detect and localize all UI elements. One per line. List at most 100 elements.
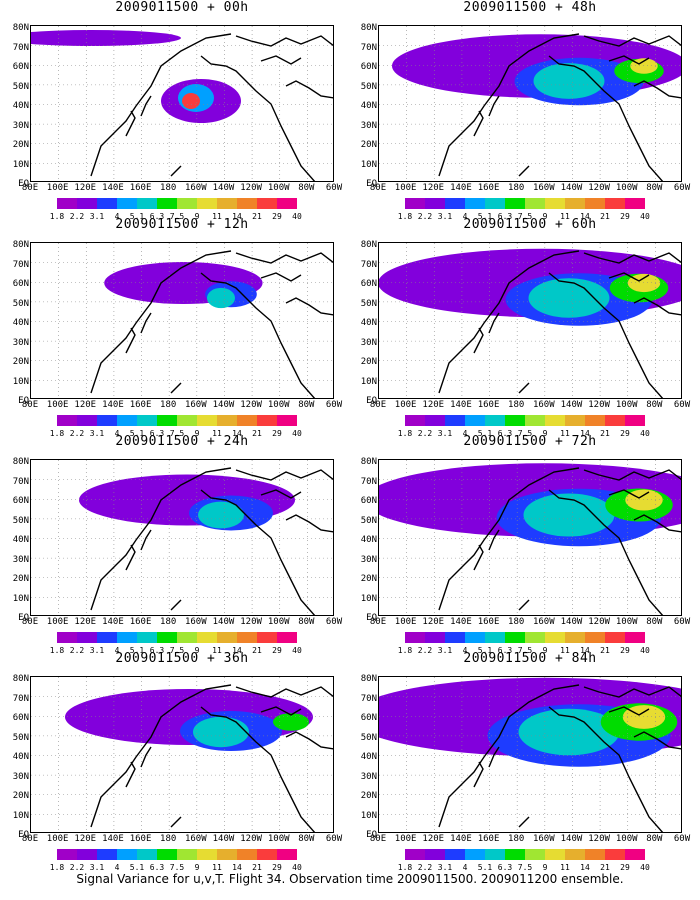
- panel-title: 2009011500 + 36h: [115, 651, 249, 666]
- colorbar-label: 40: [292, 863, 302, 872]
- colorbar-label: 6.3: [149, 212, 165, 221]
- colorbar-swatch: [157, 849, 177, 860]
- colorbar: [57, 632, 297, 643]
- colorbar-label: 40: [640, 429, 650, 438]
- coastline: [488, 529, 500, 551]
- colorbar-swatch: [117, 632, 137, 643]
- lat-label: 40N: [12, 318, 29, 328]
- colorbar-label: 3.1: [437, 429, 453, 438]
- lon-label: 140W: [560, 400, 583, 410]
- lat-label: 50N: [12, 298, 29, 309]
- coastline: [633, 80, 681, 99]
- colorbar-swatch: [545, 415, 565, 426]
- variance-contour: [627, 273, 661, 293]
- lon-label: 120E: [422, 834, 445, 844]
- colorbar-swatch: [137, 415, 157, 426]
- variance-contour: [31, 30, 181, 46]
- lon-label: 140W: [212, 617, 235, 627]
- lon-label: 100E: [394, 617, 417, 627]
- colorbar-swatch: [77, 849, 97, 860]
- colorbar-swatch: [545, 198, 565, 209]
- colorbar-swatch: [177, 849, 197, 860]
- colorbar-label: 9: [194, 863, 200, 872]
- lon-label: 140E: [102, 183, 124, 193]
- colorbar-label: 7.5: [169, 646, 185, 655]
- coastline: [518, 165, 530, 177]
- colorbar-swatch: [425, 415, 445, 426]
- variance-contour: [528, 278, 610, 318]
- colorbar-label: 3.1: [89, 212, 105, 221]
- coastline: [488, 312, 500, 334]
- lat-label: 20N: [12, 791, 29, 801]
- colorbar-label: 11: [560, 212, 570, 221]
- colorbar-swatch: [237, 632, 257, 643]
- colorbar-label: 4: [114, 646, 120, 655]
- colorbar-swatch: [505, 849, 525, 860]
- lon-label: 180: [508, 617, 525, 627]
- lat-label: 40N: [12, 535, 29, 545]
- lon-label: 120W: [240, 183, 262, 193]
- colorbar-label: 4: [462, 646, 468, 655]
- colorbar-swatch: [625, 849, 645, 860]
- colorbar-swatch: [465, 198, 485, 209]
- lon-label: 180: [160, 183, 177, 193]
- lat-label: 20N: [360, 140, 377, 150]
- colorbar-label: 2.2: [69, 646, 85, 655]
- lat-label: 70N: [360, 42, 377, 53]
- lon-label: 100W: [267, 834, 290, 844]
- lon-label: 120W: [588, 617, 610, 627]
- colorbar-label: 7.5: [517, 646, 533, 655]
- colorbar-swatch: [157, 632, 177, 643]
- colorbar-swatch: [565, 415, 585, 426]
- map-svg: [379, 243, 681, 398]
- colorbar-label: 7.5: [169, 429, 185, 438]
- colorbar-swatch: [565, 849, 585, 860]
- colorbar-label: 1.8: [49, 429, 65, 438]
- colorbar-swatch: [117, 415, 137, 426]
- lon-label: 140W: [212, 400, 235, 410]
- colorbar-label: 40: [292, 429, 302, 438]
- coastline: [125, 761, 136, 788]
- colorbar-label: 2.2: [417, 646, 433, 655]
- lat-label: 80N: [12, 240, 29, 250]
- colorbar-swatch: [625, 198, 645, 209]
- colorbar-swatch: [525, 849, 545, 860]
- colorbar-swatch: [277, 849, 297, 860]
- colorbar-swatch: [237, 198, 257, 209]
- lon-label: 100E: [394, 183, 417, 193]
- colorbar-label: 6.3: [149, 646, 165, 655]
- colorbar-label: 21: [252, 646, 262, 655]
- colorbar-swatch: [237, 415, 257, 426]
- variance-contour: [630, 58, 658, 74]
- colorbar-swatch: [197, 198, 217, 209]
- lat-label: EQ: [366, 179, 377, 189]
- lon-label: 160E: [129, 834, 152, 844]
- lat-label: 80N: [360, 457, 377, 467]
- colorbar-label: 9: [542, 212, 548, 221]
- colorbar-swatch: [545, 632, 565, 643]
- coastline: [285, 297, 333, 316]
- colorbar-label: 29: [620, 429, 630, 438]
- lon-label: 120W: [588, 834, 610, 844]
- colorbar-swatch: [117, 849, 137, 860]
- lon-label: 60W: [673, 834, 691, 844]
- colorbar-label: 40: [640, 212, 650, 221]
- colorbar-label: 3.1: [437, 863, 453, 872]
- lat-label: 70N: [12, 259, 29, 270]
- coastline: [583, 35, 681, 47]
- lon-label: 80E: [369, 400, 387, 410]
- coastline: [583, 252, 681, 264]
- lon-label: 160W: [184, 617, 207, 627]
- colorbar-swatch: [605, 198, 625, 209]
- lon-label: 180: [508, 834, 525, 844]
- lon-label: 120W: [240, 617, 262, 627]
- colorbar-label: 14: [232, 863, 242, 872]
- lat-label: 50N: [360, 515, 377, 526]
- colorbar-swatch: [277, 198, 297, 209]
- variance-contour: [622, 705, 666, 729]
- lat-label: 70N: [360, 259, 377, 270]
- lon-label: 140W: [560, 183, 583, 193]
- map-panel: 2009011500 + 36h 80N 70N 60N 50N 40N 30N 20N 10N…: [12, 651, 352, 872]
- colorbar-swatch: [197, 415, 217, 426]
- lon-label: 160W: [184, 183, 207, 193]
